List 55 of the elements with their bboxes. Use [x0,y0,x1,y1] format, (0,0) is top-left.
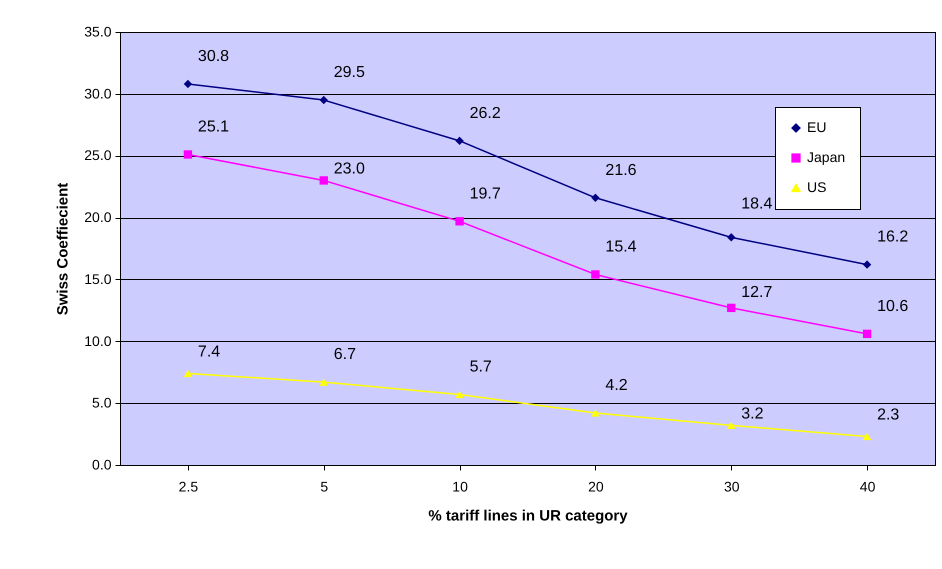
legend-label: EU [807,119,826,135]
x-tick-label: 2.5 [178,478,198,494]
point [862,260,872,269]
y-tick-label: 20.0 [84,209,112,226]
x-axis-title: % tariff lines in UR category [428,508,628,524]
data-label: 21.6 [605,162,637,179]
y-tick-label: 35.0 [84,24,112,40]
y-tick-label: 10.0 [84,332,112,349]
data-label: 29.5 [334,64,365,82]
point [862,432,872,440]
point [455,390,464,398]
data-label: 12.7 [741,284,772,301]
data-label: 10.6 [877,298,908,315]
data-label: 15.4 [605,238,637,256]
point [320,378,328,386]
x-tick-label: 30 [724,478,740,494]
data-label: 25.1 [198,118,230,136]
legend-label: US [807,179,826,195]
x-tick-label: 40 [860,478,876,494]
point [184,370,192,378]
data-label: 2.3 [877,406,900,424]
x-tick-label: 5 [320,478,328,494]
point [591,194,600,202]
x-tick-label: 20 [588,478,604,494]
data-label: 4.2 [605,377,628,394]
point [184,150,192,159]
point [455,217,464,226]
data-label: 3.2 [741,405,764,422]
data-label: 5.7 [470,358,492,376]
data-label: 19.7 [470,185,501,202]
point [320,96,328,104]
y-axis-title: Swiss Coeffiecient [54,182,72,316]
point [455,136,464,146]
legend-label: Japan [807,149,846,165]
y-tick-label: 15.0 [84,270,112,287]
point [862,330,872,338]
data-label: 6.7 [334,346,356,364]
y-tick-label: 0.0 [92,456,112,472]
point [591,270,600,279]
data-label: 16.2 [877,228,908,246]
data-label: 23.0 [334,160,365,178]
data-label: 18.4 [741,195,772,212]
y-tick-label: 30.0 [84,85,112,102]
y-tick-label: 25.0 [84,147,112,164]
data-label: 26.2 [470,104,501,122]
point [591,409,600,417]
data-label: 30.8 [198,48,230,65]
data-label: 7.4 [198,343,220,360]
point [727,304,736,312]
y-tick-label: 5.0 [92,394,112,411]
point [184,80,192,88]
point [727,233,736,242]
point [727,422,736,430]
x-tick-label: 10 [452,478,468,494]
point [320,176,328,185]
